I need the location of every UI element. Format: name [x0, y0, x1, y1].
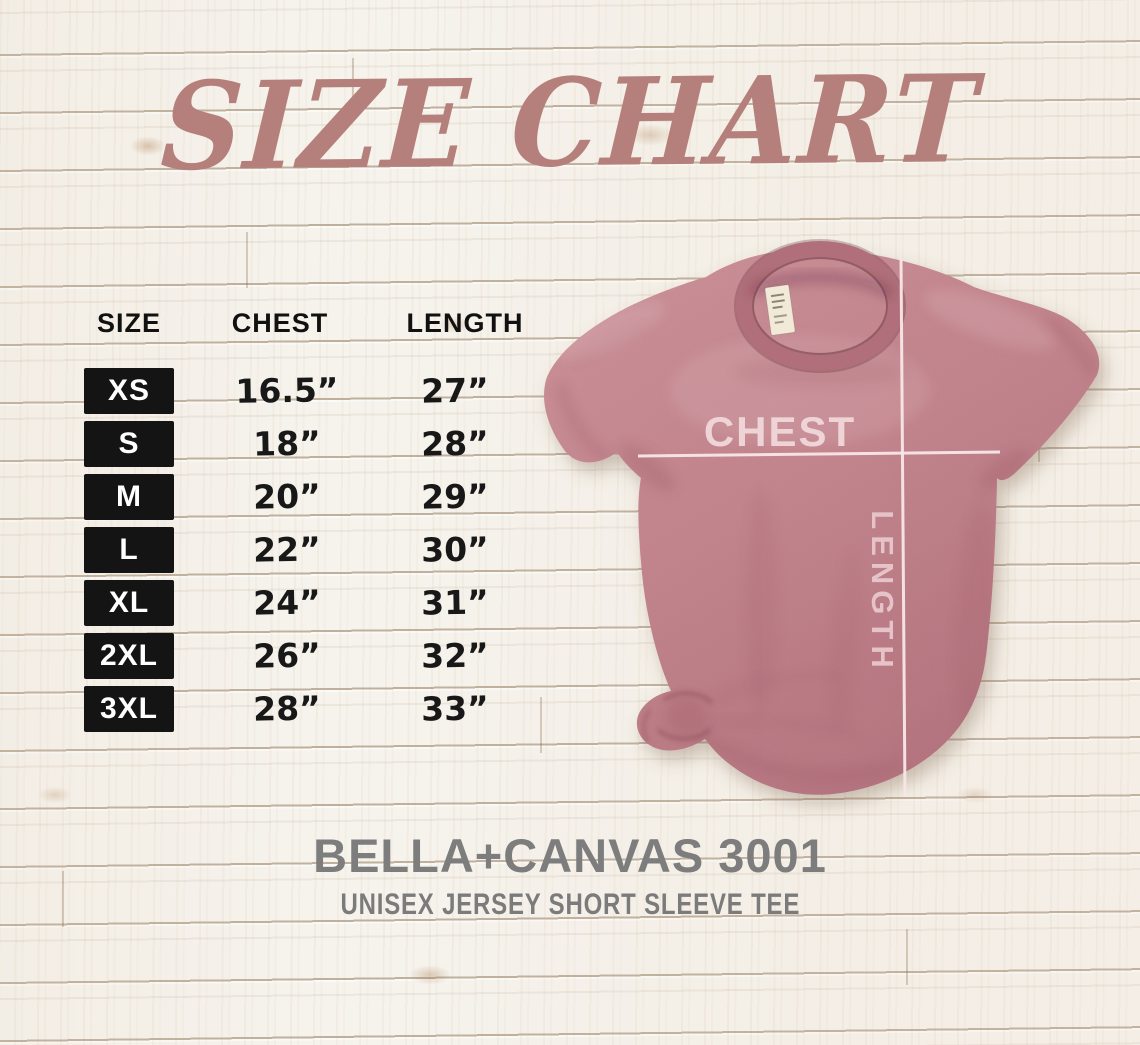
brand-subtitle: UNISEX JERSEY SHORT SLEEVE TEE — [0, 888, 1140, 922]
table-row: 3XL 28” 33” — [60, 686, 540, 732]
table-row: XL 24” 31” — [60, 580, 540, 626]
brand-title: BELLA+CANVAS 3001 — [313, 829, 827, 882]
size-badge: 3XL — [84, 686, 174, 732]
length-label: LENGTH — [865, 510, 900, 673]
size-badge: M — [84, 474, 174, 520]
table-row: L 22” 30” — [60, 527, 540, 573]
size-badge: XL — [84, 580, 174, 626]
size-badge: 2XL — [84, 633, 174, 679]
length-line — [899, 257, 907, 798]
length-value: 28” — [420, 423, 490, 464]
chest-value: 16.5” — [235, 370, 339, 411]
size-badge: XS — [84, 368, 174, 414]
wood-joint — [906, 929, 908, 985]
length-value: 32” — [420, 635, 490, 676]
table-row: S 18” 28” — [60, 421, 540, 467]
chest-value: 28” — [252, 688, 322, 729]
table-header-row: SIZE CHEST LENGTH — [60, 308, 540, 342]
wood-joint — [352, 58, 354, 114]
wood-joint — [62, 871, 64, 927]
page-title: SIZE CHART — [157, 48, 983, 199]
table-row: 2XL 26” 32” — [60, 633, 540, 679]
size-badge: L — [84, 527, 174, 573]
length-value: 30” — [420, 529, 490, 570]
column-header-length: LENGTH — [406, 308, 524, 338]
length-value: 29” — [420, 476, 490, 517]
column-header-chest: CHEST — [231, 308, 329, 338]
chest-value: 22” — [252, 529, 322, 570]
chest-value: 24” — [252, 582, 322, 623]
chest-value: 20” — [252, 476, 322, 517]
table-row: M 20” 29” — [60, 474, 540, 520]
collar — [734, 239, 906, 373]
chest-value: 18” — [252, 423, 322, 464]
size-badge: S — [84, 421, 174, 467]
fabric-shading — [544, 249, 1100, 795]
table-row: XS 16.5” 27” — [60, 368, 540, 414]
chest-line — [637, 450, 1001, 458]
hem-knot — [642, 691, 714, 743]
neck-tag — [764, 284, 796, 336]
chest-value: 26” — [252, 635, 322, 676]
length-value: 33” — [420, 688, 490, 729]
length-value: 31” — [420, 582, 490, 623]
brand-subtitle-text: UNISEX JERSEY SHORT SLEEVE TEE — [340, 888, 800, 921]
length-value: 27” — [420, 370, 490, 411]
column-header-size: SIZE — [96, 308, 161, 338]
chest-label: CHEST — [704, 408, 856, 455]
wood-joint — [246, 232, 248, 288]
tshirt-photo: CHEST LENGTH — [544, 239, 1100, 798]
wood-joint — [540, 697, 542, 753]
size-rows: XS 16.5” 27” S 18” 28” M 20” 29” L — [60, 368, 540, 739]
